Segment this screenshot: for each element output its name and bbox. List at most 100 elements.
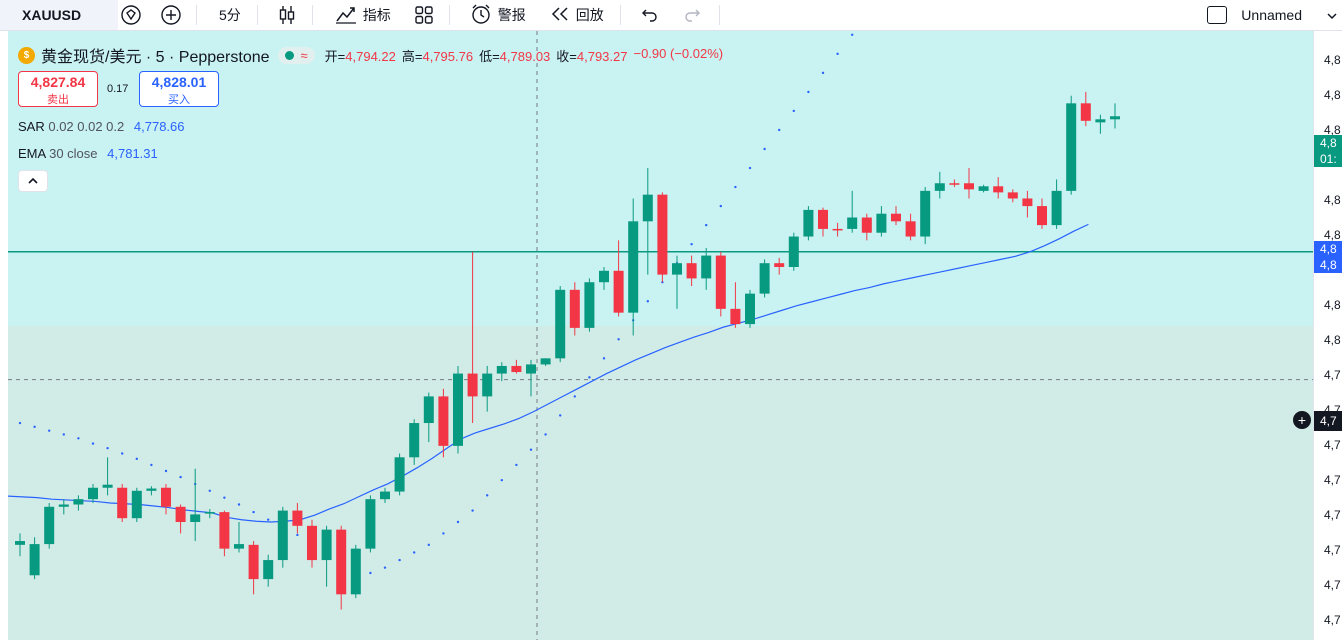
down-candle — [117, 487, 128, 519]
gold-coin-icon: $ — [18, 46, 35, 64]
down-candle — [1080, 103, 1091, 121]
up-candle — [978, 186, 989, 191]
down-candle — [1022, 198, 1033, 207]
indicators-button[interactable]: 指标 — [329, 0, 397, 30]
down-candle — [657, 194, 668, 275]
price-tick: 4,7 — [1324, 368, 1341, 382]
up-candle — [277, 510, 288, 561]
sar-dot — [836, 52, 839, 56]
price-tick: 4,7 — [1324, 438, 1341, 452]
candles-icon[interactable] — [274, 0, 300, 30]
sar-dot — [62, 433, 65, 436]
price-axis[interactable]: 4,8 4,8 4,8 4,8 4,8 4,8 4,8 4,7 4,7 4,7 … — [1313, 31, 1342, 640]
low-value: 4,789.03 — [499, 48, 551, 64]
sar-dot — [690, 242, 693, 246]
down-candle — [467, 373, 478, 397]
price-tag-icon[interactable] — [118, 0, 144, 30]
sell-button[interactable]: 4,827.84 卖出 — [18, 71, 98, 107]
price-tick: 4,8 — [1324, 53, 1341, 67]
sar-dot — [734, 185, 737, 189]
alert-button[interactable]: 警报 — [464, 0, 532, 30]
up-candle — [920, 190, 931, 237]
up-candle — [102, 484, 113, 488]
top-toolbar: XAUUSD 5分 指标 警报 回放 — [0, 0, 1342, 31]
approx-icon: ≈ — [300, 47, 308, 63]
ema-indicator-legend[interactable]: EMA 30 close 4,781.31 — [18, 146, 158, 161]
undo-icon[interactable] — [637, 0, 663, 30]
up-candle — [15, 541, 25, 545]
down-candle — [832, 228, 843, 231]
sar-dot — [135, 457, 138, 461]
layout-checkbox[interactable] — [1207, 6, 1228, 24]
replay-button[interactable]: 回放 — [544, 0, 610, 30]
down-candle — [1037, 206, 1047, 226]
ema-name: EMA — [18, 146, 46, 161]
add-price-line-button[interactable]: + — [1293, 411, 1311, 429]
down-candle — [336, 529, 347, 595]
up-candle — [540, 358, 551, 365]
up-candle — [642, 194, 653, 222]
sar-indicator-legend[interactable]: SAR 0.02 0.02 0.2 4,778.66 — [18, 119, 185, 134]
buy-button[interactable]: 4,828.01 买入 — [139, 71, 219, 107]
up-candle — [745, 293, 755, 325]
up-candle — [146, 488, 157, 491]
sar-dot — [573, 395, 576, 398]
interval-button[interactable]: 5分 — [213, 0, 247, 30]
sar-dot — [807, 90, 810, 94]
down-candle — [175, 506, 186, 523]
sar-dot — [296, 533, 299, 537]
ema-tag-bottom: 4,8 — [1320, 258, 1337, 272]
up-candle — [58, 504, 69, 507]
ema-params: 30 close — [49, 146, 98, 161]
collapse-legend-button[interactable] — [18, 170, 48, 192]
candlestick-plot[interactable] — [8, 31, 1313, 640]
down-candle — [438, 396, 449, 446]
sar-dot — [398, 558, 401, 562]
sar-dot — [544, 433, 547, 436]
last-price-value: 4,8 — [1320, 136, 1337, 150]
up-candle — [847, 217, 858, 229]
market-open-dot-icon — [284, 50, 294, 60]
symbol-search-button[interactable]: XAUUSD — [0, 0, 118, 30]
replay-icon — [550, 6, 570, 25]
plus-circle-icon[interactable] — [158, 0, 184, 30]
toolbar-divider — [718, 5, 720, 25]
sar-name: SAR — [18, 119, 45, 134]
redo-icon[interactable] — [679, 0, 705, 30]
close-value: 4,793.27 — [576, 48, 628, 64]
layout-selector[interactable]: Unnamed — [1207, 0, 1302, 30]
up-candle — [380, 491, 390, 500]
ema-line — [8, 223, 1089, 523]
chevron-down-icon[interactable] — [1326, 8, 1338, 24]
price-tick: 4,7 — [1324, 578, 1341, 592]
ohlc-values: 开=4,794.22 高=4,795.76 低=4,789.03 收=4,793… — [325, 46, 723, 65]
sar-dot — [778, 128, 781, 132]
up-candle — [365, 499, 376, 549]
close-label: 收= — [556, 48, 577, 64]
interval-label: 5分 — [219, 7, 241, 23]
down-candle — [686, 263, 697, 279]
down-candle — [891, 213, 901, 222]
sar-dot — [602, 357, 606, 360]
sar-dot — [18, 421, 22, 425]
down-candle — [993, 186, 1004, 193]
alarm-icon — [470, 3, 492, 28]
market-status-pill[interactable]: ≈ — [277, 46, 315, 64]
sar-dot — [486, 494, 489, 497]
sar-dot — [719, 204, 722, 208]
price-tick: 4,7 — [1324, 473, 1341, 487]
up-candle — [526, 364, 536, 374]
indicators-icon — [335, 4, 357, 27]
price-tick: 4,7 — [1324, 613, 1341, 627]
open-label: 开= — [324, 48, 346, 64]
templates-icon[interactable] — [411, 0, 437, 30]
toolbar-divider — [256, 5, 258, 25]
up-candle — [482, 373, 493, 397]
replay-label: 回放 — [575, 7, 604, 23]
down-candle — [219, 512, 230, 549]
sar-dot — [91, 442, 95, 445]
symbol-title[interactable]: 黄金现货/美元 · 5 · Pepperstone — [41, 49, 270, 66]
chart-pane[interactable] — [8, 31, 1313, 640]
down-candle — [774, 263, 785, 267]
up-candle — [934, 183, 945, 191]
